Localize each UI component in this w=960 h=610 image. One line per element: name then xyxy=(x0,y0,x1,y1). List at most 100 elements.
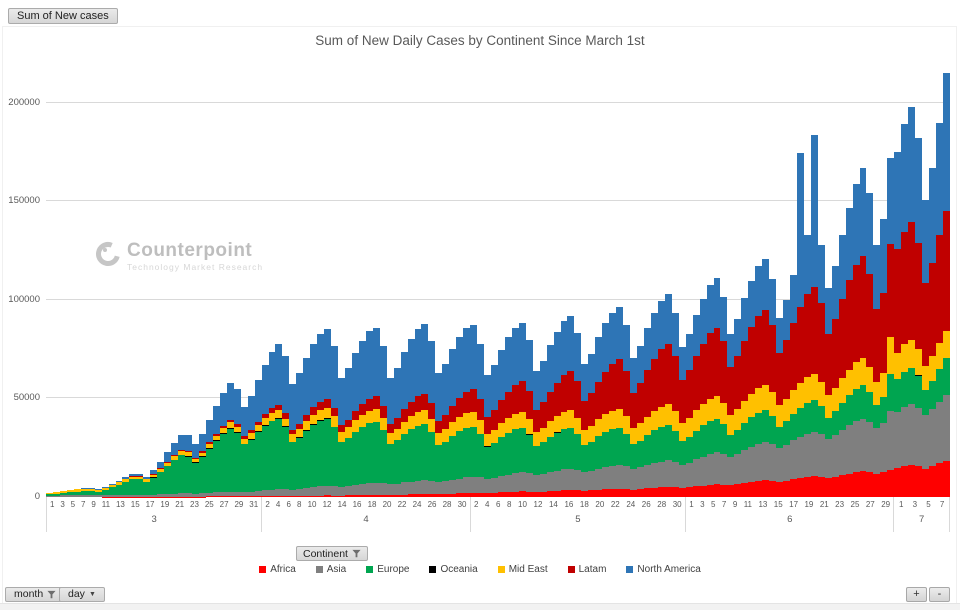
bar-segment-latam[interactable] xyxy=(539,402,547,428)
bar-segment-asia[interactable] xyxy=(866,422,874,473)
bar-segment-north-america[interactable] xyxy=(789,275,797,323)
bar-segment-asia[interactable] xyxy=(310,487,318,496)
bar-segment-africa[interactable] xyxy=(511,491,519,497)
bar-column[interactable] xyxy=(831,67,839,497)
bar-segment-mid-east[interactable] xyxy=(553,416,561,433)
bar-segment-mid-east[interactable] xyxy=(623,415,631,434)
bar-segment-mid-east[interactable] xyxy=(609,410,617,430)
bar-segment-africa[interactable] xyxy=(407,494,415,497)
bar-column[interactable] xyxy=(887,67,895,497)
bar-segment-africa[interactable] xyxy=(226,496,234,497)
bar-column[interactable] xyxy=(143,67,151,497)
bar-segment-asia[interactable] xyxy=(880,422,888,473)
bar-segment-asia[interactable] xyxy=(769,444,777,481)
bar-column[interactable] xyxy=(866,67,874,497)
bar-segment-north-america[interactable] xyxy=(317,334,325,402)
bar-segment-africa[interactable] xyxy=(539,491,547,497)
bar-segment-africa[interactable] xyxy=(282,495,290,497)
bar-column[interactable] xyxy=(268,67,276,497)
bar-segment-europe[interactable] xyxy=(678,441,686,466)
bar-segment-asia[interactable] xyxy=(650,463,658,488)
bar-segment-mid-east[interactable] xyxy=(678,423,686,442)
bar-column[interactable] xyxy=(219,67,227,497)
bar-segment-africa[interactable] xyxy=(428,494,436,497)
bar-segment-europe[interactable] xyxy=(310,424,318,488)
bar-segment-north-america[interactable] xyxy=(198,433,206,452)
bar-segment-latam[interactable] xyxy=(477,398,485,421)
bar-segment-north-america[interactable] xyxy=(491,365,498,411)
bar-segment-mid-east[interactable] xyxy=(929,355,936,381)
bar-segment-north-america[interactable] xyxy=(901,123,909,232)
bar-segment-north-america[interactable] xyxy=(442,363,450,415)
bar-segment-mid-east[interactable] xyxy=(504,417,512,433)
bar-segment-europe[interactable] xyxy=(358,426,366,485)
bar-segment-mid-east[interactable] xyxy=(233,426,241,432)
bar-column[interactable] xyxy=(331,67,339,497)
bar-column[interactable] xyxy=(769,67,777,497)
bar-segment-europe[interactable] xyxy=(80,491,88,496)
bar-column[interactable] xyxy=(470,67,478,497)
bar-segment-europe[interactable] xyxy=(852,389,860,422)
bar-segment-europe[interactable] xyxy=(525,434,533,474)
bar-segment-north-america[interactable] xyxy=(303,357,311,415)
bar-segment-europe[interactable] xyxy=(824,417,832,440)
bar-segment-mid-east[interactable] xyxy=(942,330,950,359)
bar-segment-latam[interactable] xyxy=(824,333,832,396)
bar-segment-latam[interactable] xyxy=(421,393,429,411)
bar-segment-mid-east[interactable] xyxy=(317,409,325,421)
bar-segment-north-america[interactable] xyxy=(873,244,881,310)
bar-segment-mid-east[interactable] xyxy=(908,339,916,368)
bar-column[interactable] xyxy=(623,67,631,497)
bar-segment-africa[interactable] xyxy=(664,486,672,497)
bar-segment-europe[interactable] xyxy=(762,409,770,442)
bar-segment-latam[interactable] xyxy=(887,243,895,337)
bar-segment-europe[interactable] xyxy=(748,417,756,447)
bar-segment-mid-east[interactable] xyxy=(226,422,234,428)
bar-segment-north-america[interactable] xyxy=(518,323,526,382)
bar-segment-asia[interactable] xyxy=(720,453,728,485)
bar-segment-north-america[interactable] xyxy=(115,480,123,483)
bar-column[interactable] xyxy=(101,67,109,497)
bar-segment-north-america[interactable] xyxy=(192,443,199,458)
bar-segment-mid-east[interactable] xyxy=(122,479,130,482)
bar-segment-africa[interactable] xyxy=(414,494,422,497)
bar-segment-europe[interactable] xyxy=(365,422,373,484)
bar-segment-europe[interactable] xyxy=(817,406,825,435)
bar-segment-mid-east[interactable] xyxy=(692,410,700,431)
bar-segment-latam[interactable] xyxy=(762,310,770,386)
bar-segment-asia[interactable] xyxy=(94,495,102,497)
bar-segment-africa[interactable] xyxy=(838,475,846,497)
bar-segment-asia[interactable] xyxy=(873,427,881,474)
bar-segment-africa[interactable] xyxy=(588,490,596,497)
bar-segment-north-america[interactable] xyxy=(845,207,853,281)
bar-column[interactable] xyxy=(574,67,582,497)
bar-segment-europe[interactable] xyxy=(73,491,81,496)
bar-segment-mid-east[interactable] xyxy=(59,491,67,494)
bar-column[interactable] xyxy=(289,67,297,497)
bar-segment-asia[interactable] xyxy=(449,479,457,494)
bar-segment-mid-east[interactable] xyxy=(52,492,60,494)
bar-column[interactable] xyxy=(783,67,790,497)
bar-segment-europe[interactable] xyxy=(456,431,464,479)
bar-segment-africa[interactable] xyxy=(491,492,498,497)
bar-segment-north-america[interactable] xyxy=(796,153,804,308)
bar-segment-north-america[interactable] xyxy=(226,383,234,420)
bar-segment-africa[interactable] xyxy=(623,488,631,497)
bar-segment-north-america[interactable] xyxy=(171,442,179,456)
bar-column[interactable] xyxy=(678,67,686,497)
bar-column[interactable] xyxy=(73,67,81,497)
bar-segment-africa[interactable] xyxy=(650,487,658,497)
bar-segment-north-america[interactable] xyxy=(650,313,658,359)
bar-segment-africa[interactable] xyxy=(880,472,888,497)
bar-column[interactable] xyxy=(643,67,651,497)
bar-segment-asia[interactable] xyxy=(463,477,471,494)
bar-segment-europe[interactable] xyxy=(880,397,888,423)
bar-segment-asia[interactable] xyxy=(338,486,345,496)
bar-segment-north-america[interactable] xyxy=(143,477,151,480)
bar-segment-africa[interactable] xyxy=(671,487,679,497)
bar-segment-mid-east[interactable] xyxy=(303,421,311,431)
bar-segment-north-america[interactable] xyxy=(532,371,540,410)
bar-segment-europe[interactable] xyxy=(539,442,547,474)
bar-segment-europe[interactable] xyxy=(741,423,749,451)
bar-segment-latam[interactable] xyxy=(817,302,825,382)
